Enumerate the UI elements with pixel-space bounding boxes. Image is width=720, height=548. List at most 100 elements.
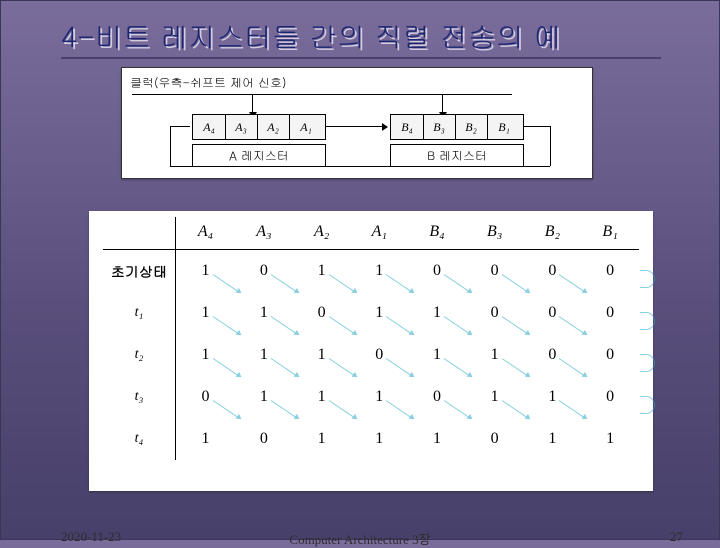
wire-feedback-v2 xyxy=(550,126,551,166)
table-body: 초기상태10110000t₁11011000t₂11101100t₃011101… xyxy=(103,250,639,461)
reg-a-cell-4: A₄ xyxy=(193,115,226,139)
col-header: A₄ xyxy=(176,217,236,250)
table-cell: 1 xyxy=(176,250,236,293)
col-header: B₁ xyxy=(581,217,639,250)
col-header: A₂ xyxy=(293,217,351,250)
table-cell: 0 xyxy=(293,292,351,334)
table-cell: 1 xyxy=(350,250,408,293)
table-cell: 1 xyxy=(235,292,293,334)
col-header: B₄ xyxy=(408,217,466,250)
title-container: 4-비트 레지스터들 간의 직렬 전송의 예 xyxy=(61,15,661,59)
register-b: B₄ B₃ B₂ B₁ xyxy=(390,114,524,140)
shift-arrow-icon xyxy=(212,358,237,376)
reg-a-cell-1: A₁ xyxy=(289,115,323,139)
shift-arrow-icon xyxy=(212,400,237,418)
table-cell: 1 xyxy=(350,376,408,418)
table-row: t₂11101100 xyxy=(103,334,639,376)
wire-a-in xyxy=(170,126,190,127)
table-cell: 1 xyxy=(408,292,466,334)
table-cell: 0 xyxy=(176,376,236,418)
wire-feedback-h xyxy=(170,166,550,167)
wire-drop-b xyxy=(442,94,443,112)
table-cell: 1 xyxy=(408,418,466,460)
table-cell: 1 xyxy=(581,418,639,460)
table-cell: 0 xyxy=(350,334,408,376)
table-cell: 0 xyxy=(408,376,466,418)
table-cell: 1 xyxy=(176,334,236,376)
table-cell: 0 xyxy=(235,250,293,293)
wire-clock xyxy=(132,94,512,95)
register-b-caption: B 레지스터 xyxy=(390,144,524,167)
col-header: A₁ xyxy=(350,217,408,250)
footer-page: 27 xyxy=(670,529,683,545)
loop-arrow-icon xyxy=(640,354,655,372)
col-header: B₂ xyxy=(524,217,582,250)
table-cell: 0 xyxy=(466,418,524,460)
wire-a-to-b xyxy=(326,126,382,127)
table-cell: 1 xyxy=(235,334,293,376)
loop-arrow-icon xyxy=(640,396,655,414)
wire-feedback-v xyxy=(170,126,171,166)
table-cell: 1 xyxy=(293,334,351,376)
table-cell: 0 xyxy=(581,292,639,334)
table-head: A₄A₃A₂A₁B₄B₃B₂B₁ xyxy=(103,217,639,250)
table-cell: 1 xyxy=(350,292,408,334)
footer-date: 2020-11-23 xyxy=(61,529,121,545)
table-cell: 0 xyxy=(581,334,639,376)
table-cell: 0 xyxy=(524,292,582,334)
col-header: B₃ xyxy=(466,217,524,250)
table-cell: 1 xyxy=(235,376,293,418)
slide: 4-비트 레지스터들 간의 직렬 전송의 예 클럭(우측-쉬프트 제어 신호) … xyxy=(0,0,720,540)
row-label: t₂ xyxy=(103,334,176,376)
table-cell: 1 xyxy=(293,376,351,418)
table-cell: 0 xyxy=(466,250,524,293)
table-cell: 1 xyxy=(466,334,524,376)
col-header-blank xyxy=(103,217,176,250)
shift-arrow-icon xyxy=(212,274,237,292)
reg-b-cell-3: B₃ xyxy=(423,115,456,139)
page-title: 4-비트 레지스터들 간의 직렬 전송의 예 xyxy=(61,15,661,59)
table-cell: 1 xyxy=(524,376,582,418)
table-row: t₄10111011 xyxy=(103,418,639,460)
state-table-panel: A₄A₃A₂A₁B₄B₃B₂B₁ 초기상태10110000t₁11011000t… xyxy=(89,211,653,491)
col-header: A₃ xyxy=(235,217,293,250)
state-table: A₄A₃A₂A₁B₄B₃B₂B₁ 초기상태10110000t₁11011000t… xyxy=(103,217,639,460)
table-cell: 1 xyxy=(293,250,351,293)
table-cell: 0 xyxy=(466,292,524,334)
shift-arrow-icon xyxy=(212,316,237,334)
shift-diagram: 클럭(우측-쉬프트 제어 신호) A₄ A₃ A₂ A₁ A 레지스터 B₄ B… xyxy=(121,67,593,179)
reg-b-cell-2: B₂ xyxy=(455,115,488,139)
table-cell: 1 xyxy=(293,418,351,460)
table-cell: 0 xyxy=(524,334,582,376)
table-row: 초기상태10110000 xyxy=(103,250,639,293)
reg-a-cell-3: A₃ xyxy=(225,115,258,139)
register-a: A₄ A₃ A₂ A₁ xyxy=(192,114,326,140)
register-a-caption: A 레지스터 xyxy=(192,144,326,167)
table-cell: 0 xyxy=(524,250,582,293)
row-label: t₄ xyxy=(103,418,176,460)
table-cell: 1 xyxy=(176,418,236,460)
table-row: t₃01110110 xyxy=(103,376,639,418)
loop-arrow-icon xyxy=(640,312,655,330)
table-cell: 1 xyxy=(350,418,408,460)
reg-a-cell-2: A₂ xyxy=(257,115,290,139)
table-cell: 1 xyxy=(524,418,582,460)
row-label: t₁ xyxy=(103,292,176,334)
table-cell: 0 xyxy=(408,250,466,293)
wire-drop-a xyxy=(252,94,253,112)
reg-b-cell-1: B₁ xyxy=(487,115,521,139)
loop-arrow-icon xyxy=(640,270,655,288)
table-cell: 1 xyxy=(466,376,524,418)
table-cell: 1 xyxy=(176,292,236,334)
table-cell: 0 xyxy=(581,376,639,418)
reg-b-cell-4: B₄ xyxy=(391,115,424,139)
table-row: t₁11011000 xyxy=(103,292,639,334)
table-cell: 0 xyxy=(235,418,293,460)
clock-label: 클럭(우측-쉬프트 제어 신호) xyxy=(130,74,287,91)
row-label: t₃ xyxy=(103,376,176,418)
row-label: 초기상태 xyxy=(103,250,176,293)
table-cell: 1 xyxy=(408,334,466,376)
footer-center: Computer Architecture 3장 xyxy=(289,529,430,548)
table-cell: 0 xyxy=(581,250,639,293)
wire-b-out xyxy=(524,126,550,127)
